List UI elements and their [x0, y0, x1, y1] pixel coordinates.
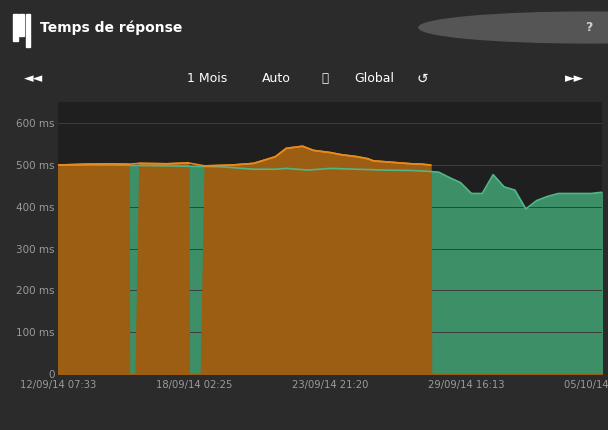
Text: Global: Global	[354, 72, 394, 85]
Bar	[26, 14, 30, 47]
Text: ►►: ►►	[565, 72, 584, 85]
Text: 1 Mois: 1 Mois	[187, 72, 227, 85]
Text: ?: ?	[586, 21, 593, 34]
Text: ◄◄: ◄◄	[24, 72, 43, 85]
Text: Temps de réponse: Temps de réponse	[40, 20, 182, 35]
Text: Auto: Auto	[262, 72, 291, 85]
Text: 👍: 👍	[322, 72, 329, 85]
Text: ↺: ↺	[416, 72, 429, 86]
Bar	[19, 14, 24, 36]
Circle shape	[419, 12, 608, 43]
Bar	[13, 14, 18, 41]
